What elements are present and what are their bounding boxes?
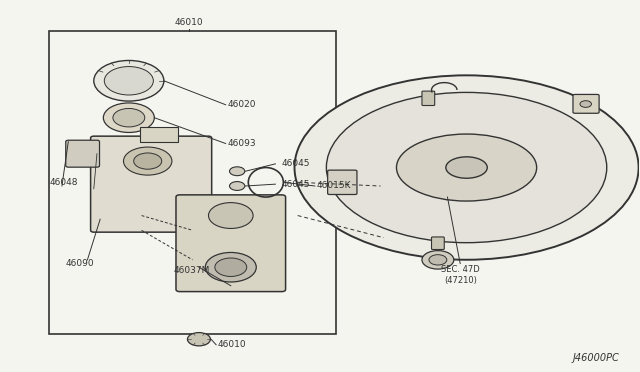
Circle shape (580, 101, 591, 108)
Bar (49, 31, 336, 334)
FancyBboxPatch shape (431, 237, 444, 250)
Circle shape (230, 167, 245, 176)
FancyBboxPatch shape (66, 140, 100, 167)
FancyBboxPatch shape (91, 136, 212, 232)
Ellipse shape (396, 134, 537, 201)
Circle shape (113, 109, 145, 127)
Ellipse shape (326, 92, 607, 243)
Circle shape (429, 255, 447, 265)
Text: 46093: 46093 (228, 139, 256, 148)
Circle shape (124, 147, 172, 175)
Text: 46090: 46090 (65, 259, 93, 268)
Circle shape (188, 333, 211, 346)
FancyBboxPatch shape (573, 94, 599, 113)
Circle shape (209, 203, 253, 228)
Circle shape (104, 67, 154, 95)
Circle shape (230, 182, 245, 190)
Text: SEC. 47D: SEC. 47D (441, 264, 479, 273)
Text: 46045: 46045 (282, 159, 310, 169)
Text: 46048: 46048 (49, 178, 77, 187)
Circle shape (205, 253, 256, 282)
Text: J46000PC: J46000PC (573, 353, 620, 363)
Text: 46045: 46045 (282, 180, 310, 189)
Circle shape (134, 153, 162, 169)
Circle shape (215, 258, 246, 276)
Text: 46015K: 46015K (317, 182, 351, 190)
Circle shape (94, 61, 164, 101)
Circle shape (422, 251, 454, 269)
Ellipse shape (294, 75, 639, 260)
Text: 46020: 46020 (228, 100, 256, 109)
Text: 46010: 46010 (175, 18, 204, 27)
Bar (140, 127, 178, 142)
FancyBboxPatch shape (176, 195, 285, 292)
FancyBboxPatch shape (422, 91, 435, 106)
Circle shape (103, 103, 154, 132)
Text: (47210): (47210) (444, 276, 477, 285)
Ellipse shape (446, 157, 487, 178)
FancyBboxPatch shape (328, 170, 357, 195)
Text: 46037M: 46037M (173, 266, 210, 275)
Text: 46010: 46010 (218, 340, 246, 349)
